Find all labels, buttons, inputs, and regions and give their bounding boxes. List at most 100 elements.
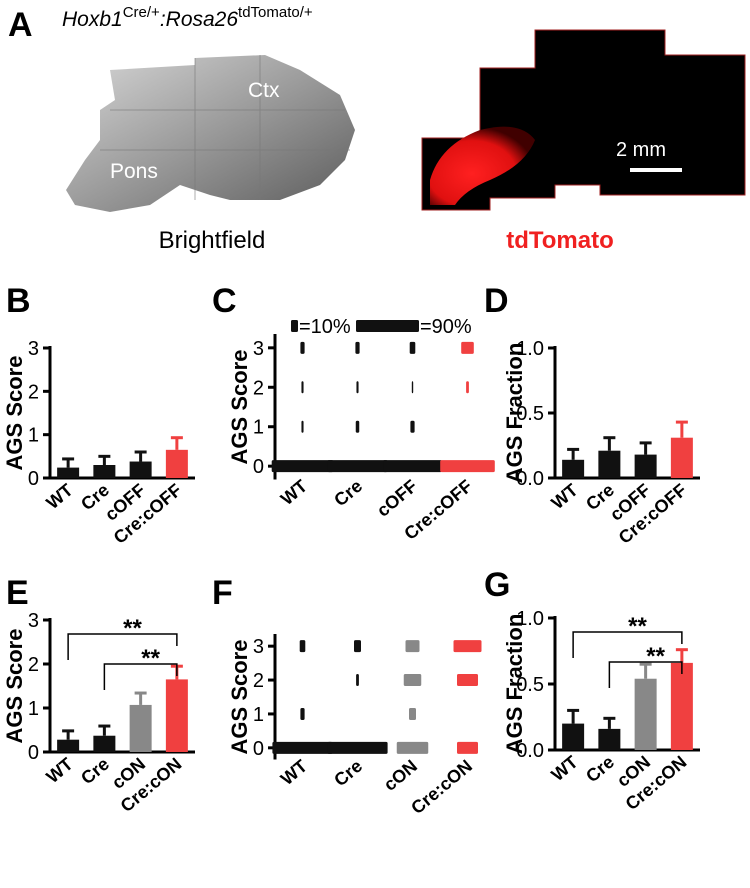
- y-axis-label: AGS Score: [227, 640, 252, 755]
- bar: [670, 662, 693, 750]
- fraction-mark: [405, 640, 420, 653]
- x-tick-label: Cre: [330, 756, 366, 791]
- fraction-mark: [466, 381, 469, 394]
- scale-bar-label: 2 mm: [616, 139, 666, 161]
- fraction-mark: [301, 381, 304, 394]
- x-tick-label: WT: [547, 752, 581, 785]
- y-tick-label: 2: [28, 381, 39, 403]
- bar: [165, 449, 188, 478]
- y-tick-label: 0.0: [516, 468, 544, 490]
- x-tick-label: WT: [547, 480, 581, 513]
- y-axis-label: AGS Fraction: [502, 343, 527, 484]
- title-part: :Rosa26: [160, 8, 239, 31]
- fraction-mark: [299, 640, 306, 653]
- y-tick-label: 0: [253, 738, 264, 760]
- x-tick-label: WT: [277, 476, 311, 509]
- bar: [129, 704, 152, 752]
- fraction-mark: [403, 674, 422, 687]
- y-tick-label: 2: [253, 670, 264, 692]
- x-tick-label: Cre: [77, 754, 113, 789]
- y-tick-label: 1: [253, 417, 264, 439]
- y-tick-label: 1: [28, 698, 39, 720]
- fraction-mark: [355, 341, 360, 354]
- fraction-mark: [272, 741, 333, 754]
- significance-bracket: [67, 633, 178, 660]
- legend-mark: [356, 320, 419, 332]
- legend-label: =90%: [420, 316, 472, 338]
- x-tick-label: WT: [42, 480, 76, 513]
- region-label: Pons: [110, 160, 158, 183]
- panel-letter: G: [484, 566, 510, 604]
- bar: [93, 735, 116, 752]
- significance-label: **: [141, 645, 160, 672]
- fraction-mark: [457, 674, 478, 687]
- x-tick-label: cON: [380, 756, 421, 795]
- y-axis-label: AGS Score: [227, 350, 252, 465]
- significance-bracket: [103, 663, 178, 690]
- panel-letter: D: [484, 282, 509, 320]
- fraction-mark: [300, 707, 305, 720]
- fraction-mark: [440, 460, 495, 473]
- fraction-mark: [301, 420, 304, 433]
- bar: [129, 461, 152, 478]
- y-tick-label: 2: [253, 377, 264, 399]
- title-superscript: tdTomato/+: [238, 4, 313, 21]
- bar: [57, 467, 80, 478]
- x-tick-label: cOFF: [373, 476, 421, 521]
- y-tick-label: 1.0: [516, 608, 544, 630]
- y-axis-label: AGS Score: [2, 356, 27, 471]
- fraction-mark: [271, 460, 334, 473]
- fraction-mark: [356, 674, 359, 687]
- genotype-title: Hoxb1Cre/+:Rosa26tdTomato/+: [62, 4, 313, 31]
- y-axis-label: AGS Score: [2, 629, 27, 744]
- y-tick-label: 1: [253, 704, 264, 726]
- panel-letter: F: [212, 574, 233, 612]
- fraction-mark: [327, 741, 388, 754]
- y-tick-label: 0: [253, 456, 264, 478]
- y-tick-label: 0: [28, 468, 39, 490]
- fraction-mark: [409, 707, 416, 720]
- tdtomato-image: [421, 29, 746, 211]
- significance-label: **: [123, 615, 142, 642]
- y-tick-label: 3: [253, 636, 264, 658]
- fraction-mark: [355, 420, 360, 433]
- region-label: Ctx: [248, 79, 280, 102]
- bar: [634, 454, 657, 478]
- y-tick-label: 1.0: [516, 338, 544, 360]
- fraction-mark: [356, 381, 359, 394]
- significance-bracket: [572, 631, 683, 658]
- fraction-mark: [383, 460, 442, 473]
- x-tick-label: Cre: [582, 752, 618, 787]
- y-tick-label: 2: [28, 654, 39, 676]
- title-superscript: Cre/+: [123, 4, 160, 21]
- y-axis-label: AGS Fraction: [502, 614, 527, 755]
- brightfield-image: [66, 55, 355, 212]
- bar: [598, 450, 621, 478]
- bar: [562, 723, 585, 750]
- y-tick-label: 3: [28, 610, 39, 632]
- panel-letter: E: [6, 574, 29, 612]
- significance-label: **: [646, 643, 665, 670]
- fraction-mark: [411, 381, 414, 394]
- fraction-mark: [410, 420, 415, 433]
- y-tick-label: 0.5: [516, 674, 544, 696]
- significance-label: **: [628, 613, 647, 640]
- y-tick-label: 3: [28, 338, 39, 360]
- image-label: Brightfield: [159, 227, 266, 254]
- y-tick-label: 0.0: [516, 740, 544, 762]
- legend-mark: [291, 320, 298, 332]
- image-label: tdTomato: [506, 227, 614, 254]
- bar: [93, 465, 116, 478]
- bar: [634, 678, 657, 750]
- panel-letter: B: [6, 282, 31, 320]
- fraction-mark: [300, 341, 305, 354]
- y-tick-label: 0.5: [516, 403, 544, 425]
- x-tick-label: Cre:cON: [407, 756, 476, 818]
- x-tick-label: WT: [42, 754, 76, 787]
- x-tick-label: Cre: [330, 476, 366, 511]
- significance-bracket: [608, 661, 683, 688]
- bar: [562, 459, 585, 478]
- fraction-mark: [396, 741, 429, 754]
- y-tick-label: 1: [28, 425, 39, 447]
